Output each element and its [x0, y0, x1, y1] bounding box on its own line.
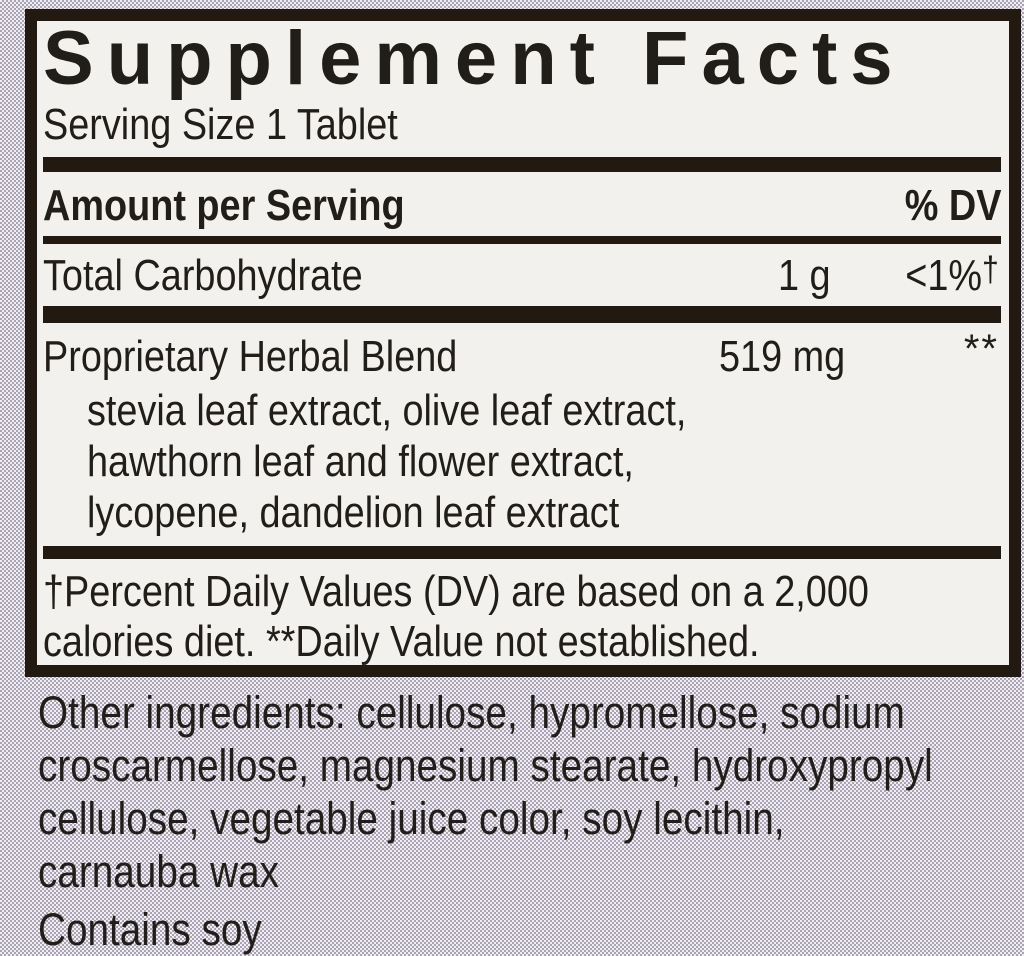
contains-allergen-note: Contains soy — [38, 904, 262, 955]
nutrient-dv: <1%† — [890, 251, 999, 300]
divider-thick-2 — [43, 306, 1001, 323]
blend-ingredient-list: stevia leaf extract, olive leaf extract,… — [43, 385, 1001, 538]
nutrient-amount: 1 g — [778, 251, 831, 300]
other-ingredients-line: carnauba wax — [38, 846, 279, 897]
other-ingredients-line: cellulose, vegetable juice color, soy le… — [38, 793, 785, 844]
table-row-total-carbohydrate: Total Carbohydrate 1 g <1%† — [43, 251, 1001, 300]
divider-medium-1 — [43, 236, 1001, 244]
other-ingredients-line: croscarmellose, magnesium stearate, hydr… — [38, 740, 933, 791]
serving-size-text: Serving Size 1 Tablet — [43, 100, 398, 149]
nutrient-name: Total Carbohydrate — [43, 251, 363, 300]
blend-ingredient-line: hawthorn leaf and flower extract, — [87, 437, 634, 486]
double-asterisk-symbol: ** — [963, 327, 999, 371]
footnote-line: †Percent Daily Values (DV) are based on … — [43, 567, 869, 616]
blend-ingredient-line: lycopene, dandelion leaf extract — [87, 488, 620, 537]
footnote-line: calories diet. **Daily Value not establi… — [43, 617, 760, 666]
percent-dv-label: % DV — [904, 181, 1001, 230]
panel-title: Supplement Facts — [43, 16, 906, 101]
blend-ingredient-line: stevia leaf extract, olive leaf extract, — [87, 386, 687, 435]
serving-size-row: Serving Size 1 Tablet — [43, 103, 1001, 147]
divider-medium-2 — [43, 546, 1001, 559]
dagger-symbol: † — [982, 250, 999, 289]
supplement-facts-panel: Supplement Facts Serving Size 1 Tablet A… — [25, 9, 1021, 677]
amount-per-serving-label: Amount per Serving — [43, 181, 405, 230]
divider-thick-top — [43, 157, 1001, 172]
dv-value: <1% — [905, 251, 983, 300]
table-row-proprietary-blend: Proprietary Herbal Blend 519 mg ** — [43, 327, 1001, 381]
dv-footnote: †Percent Daily Values (DV) are based on … — [43, 567, 1001, 666]
other-ingredients-paragraph: Other ingredients: cellulose, hypromello… — [38, 686, 998, 898]
other-ingredients-line: Other ingredients: cellulose, hypromello… — [38, 687, 905, 738]
column-header-row: Amount per Serving % DV — [43, 184, 1001, 228]
blend-name: Proprietary Herbal Blend — [43, 332, 458, 381]
blend-amount: 519 mg — [719, 332, 846, 381]
